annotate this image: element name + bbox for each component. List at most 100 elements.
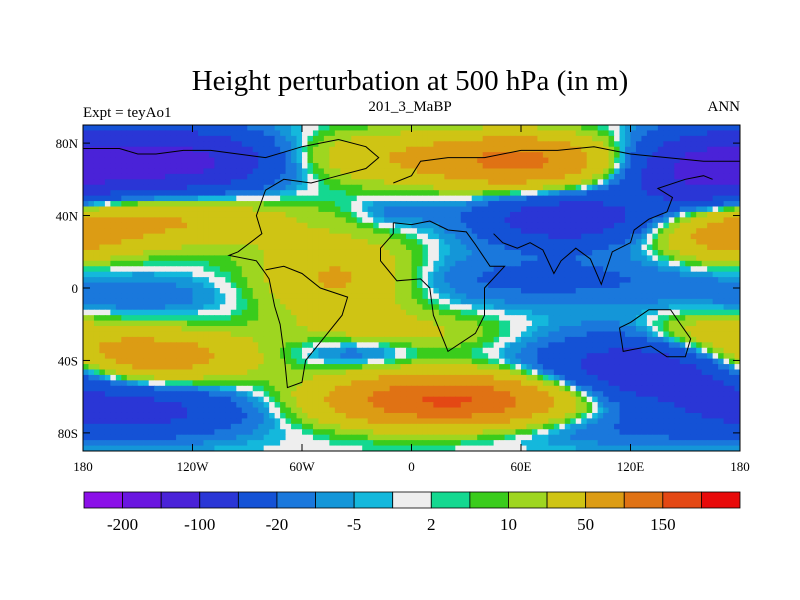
field-cell <box>176 184 183 191</box>
field-cell <box>121 179 128 186</box>
field-cell <box>614 320 621 327</box>
field-cell <box>384 179 391 186</box>
field-cell <box>679 184 686 191</box>
field-cell <box>143 320 150 327</box>
field-cell <box>438 331 445 338</box>
field-cell <box>230 239 237 246</box>
field-cell <box>241 217 248 224</box>
field-cell <box>597 271 604 278</box>
field-cell <box>455 130 462 137</box>
field-cell <box>619 255 626 262</box>
field-cell <box>499 135 506 142</box>
field-cell <box>685 233 692 240</box>
field-cell <box>241 206 248 213</box>
field-cell <box>345 168 352 175</box>
field-cell <box>411 320 418 327</box>
field-cell <box>406 239 413 246</box>
field-cell <box>493 135 500 142</box>
field-cell <box>378 266 385 273</box>
field-cell <box>668 309 675 316</box>
field-cell <box>625 163 632 170</box>
field-cell <box>340 266 347 273</box>
field-cell <box>406 141 413 148</box>
field-cell <box>208 315 215 322</box>
field-cell <box>597 320 604 327</box>
field-cell <box>657 304 664 311</box>
field-cell <box>712 255 719 262</box>
field-cell <box>575 298 582 305</box>
field-cell <box>657 298 664 305</box>
field-cell <box>148 304 155 311</box>
field-cell <box>477 304 484 311</box>
field-cell <box>657 239 664 246</box>
field-cell <box>570 211 577 218</box>
field-cell <box>581 125 588 132</box>
field-cell <box>219 184 226 191</box>
field-cell <box>674 336 681 343</box>
field-cell <box>154 347 161 354</box>
field-cell <box>83 228 90 235</box>
field-cell <box>143 304 150 311</box>
field-cell <box>526 271 533 278</box>
field-cell <box>581 282 588 289</box>
field-cell <box>559 233 566 240</box>
field-cell <box>433 315 440 322</box>
field-cell <box>93 211 101 218</box>
field-cell <box>433 288 440 295</box>
field-cell <box>460 266 467 273</box>
field-cell <box>230 211 237 218</box>
field-cell <box>575 173 582 180</box>
field-cell <box>258 249 265 256</box>
field-cell <box>625 249 632 256</box>
field-cell <box>351 146 358 153</box>
field-cell <box>362 152 369 159</box>
field-cell <box>115 228 122 235</box>
field-cell <box>718 239 725 246</box>
field-cell <box>510 298 517 305</box>
field-cell <box>356 146 363 153</box>
field-cell <box>657 266 664 273</box>
field-cell <box>422 125 429 132</box>
field-cell <box>570 190 577 197</box>
field-cell <box>203 184 210 191</box>
field-cell <box>208 146 215 153</box>
field-cell <box>400 190 407 197</box>
field-cell <box>679 266 686 273</box>
field-cell <box>88 217 95 224</box>
field-cell <box>603 125 610 132</box>
field-cell <box>679 336 686 343</box>
field-cell <box>455 195 462 202</box>
field-cell <box>187 326 194 333</box>
field-cell <box>115 239 122 246</box>
field-cell <box>635 331 643 338</box>
field-cell <box>630 179 637 186</box>
field-cell <box>219 201 226 208</box>
field-cell <box>526 184 533 191</box>
field-cell <box>701 304 708 311</box>
field-cell <box>690 244 697 251</box>
field-cell <box>433 184 440 191</box>
field-cell <box>406 222 413 229</box>
field-cell <box>526 152 533 159</box>
field-cell <box>723 336 730 343</box>
field-cell <box>504 255 511 262</box>
field-cell <box>444 315 451 322</box>
field-cell <box>373 222 380 229</box>
field-cell <box>367 130 374 137</box>
field-cell <box>663 217 670 224</box>
field-cell <box>104 347 111 354</box>
field-cell <box>296 190 303 197</box>
field-cell <box>460 179 467 186</box>
field-cell <box>466 342 473 349</box>
field-cell <box>334 179 341 186</box>
field-cell <box>214 125 221 132</box>
field-cell <box>252 293 259 300</box>
field-cell <box>88 233 95 240</box>
field-cell <box>362 271 369 278</box>
field-cell <box>274 152 281 159</box>
field-cell <box>181 211 188 218</box>
field-cell <box>241 228 248 235</box>
field-cell <box>362 184 369 191</box>
field-cell <box>132 282 139 289</box>
field-cell <box>657 342 664 349</box>
